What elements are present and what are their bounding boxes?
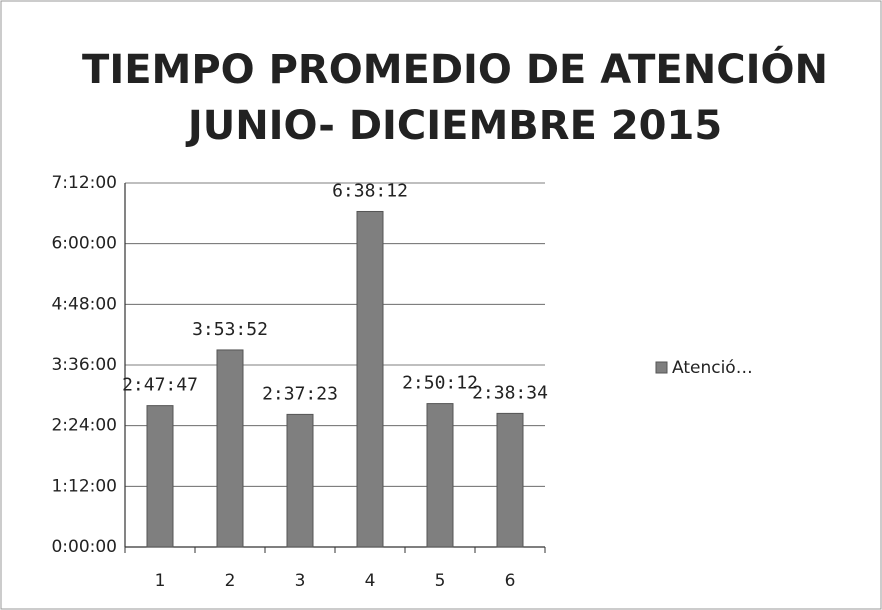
data-label: 6:38:12 — [332, 180, 408, 201]
legend-label: Atenció… — [672, 358, 753, 378]
x-tick-label: 2 — [225, 571, 236, 591]
chart-title: JUNIO- DICIEMBRE 2015 — [185, 103, 722, 149]
data-label: 3:53:52 — [192, 319, 268, 340]
y-tick-label: 3:36:00 — [51, 355, 117, 375]
bar — [426, 403, 454, 548]
y-tick-label: 1:12:00 — [51, 476, 117, 496]
bar — [146, 405, 174, 548]
data-label: 2:38:34 — [472, 382, 548, 403]
x-tick-label: 6 — [505, 571, 516, 591]
y-tick-label: 4:48:00 — [51, 294, 117, 314]
chart-title: TIEMPO PROMEDIO DE ATENCIÓN — [82, 45, 828, 93]
y-tick-label: 7:12:00 — [51, 173, 117, 193]
x-tick-label: 4 — [365, 571, 376, 591]
x-tick-label: 5 — [435, 571, 446, 591]
bar — [356, 210, 384, 548]
y-tick-label: 2:24:00 — [51, 416, 117, 436]
bar — [496, 412, 524, 548]
legend-marker — [655, 361, 668, 374]
x-tick-label: 1 — [155, 571, 166, 591]
bar — [286, 413, 314, 548]
data-label: 2:47:47 — [122, 375, 198, 396]
data-label: 2:50:12 — [402, 373, 478, 394]
x-tick-label: 3 — [295, 571, 306, 591]
data-label: 2:37:23 — [262, 383, 338, 404]
y-tick-label: 6:00:00 — [51, 234, 117, 254]
bar — [216, 349, 244, 548]
y-tick-label: 0:00:00 — [51, 537, 117, 557]
